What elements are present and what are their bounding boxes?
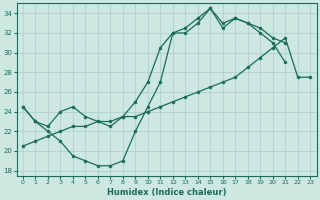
X-axis label: Humidex (Indice chaleur): Humidex (Indice chaleur) <box>107 188 226 197</box>
